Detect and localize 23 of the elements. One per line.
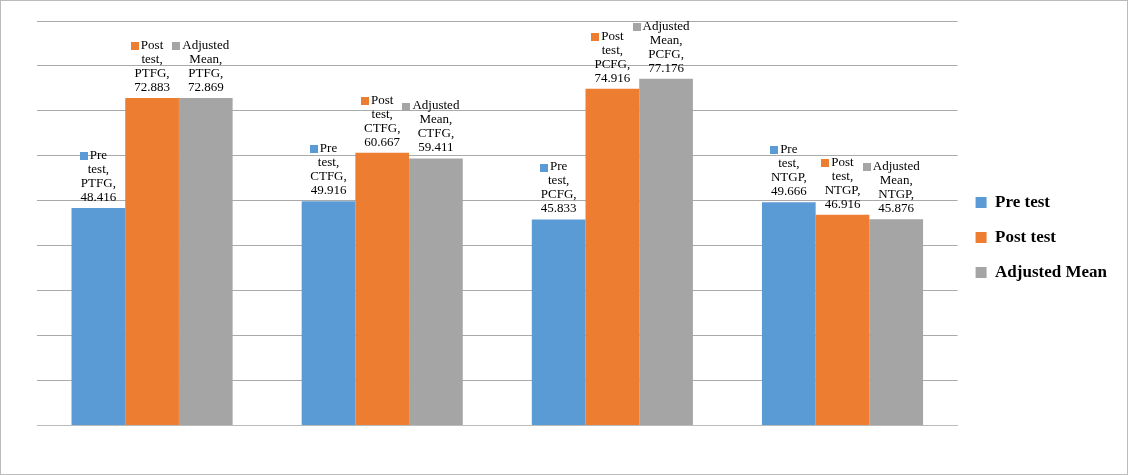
legend-label: Pre test xyxy=(995,191,1051,211)
data-label: Adjusted Mean, PTFG, 72.869 xyxy=(182,36,230,94)
data-label: Post test, NTGP, 46.916 xyxy=(824,153,861,211)
data-label: Pre test, PTFG, 48.416 xyxy=(80,146,117,204)
bar xyxy=(301,201,356,426)
data-label: Adjusted Mean, CTFG, 59.411 xyxy=(412,97,460,155)
bar xyxy=(71,207,126,426)
bar xyxy=(125,97,179,426)
data-label: Pre test, CTFG, 49.916 xyxy=(310,140,347,198)
bar xyxy=(761,202,816,426)
data-label: Post test, PCFG, 74.916 xyxy=(594,27,631,85)
data-label: Adjusted Mean, NTGP, 45.876 xyxy=(872,158,921,216)
bar xyxy=(585,88,640,426)
data-label: Adjusted Mean, PCFG, 77.176 xyxy=(642,17,691,75)
data-label: Pre test, PCFG, 45.833 xyxy=(540,158,577,216)
legend-label: Adjusted Mean xyxy=(995,261,1108,281)
data-label: Pre test, NTGP, 49.666 xyxy=(770,141,808,199)
bar xyxy=(531,219,586,426)
legend-label: Post test xyxy=(995,226,1057,246)
data-label: Post test, CTFG, 60.667 xyxy=(363,91,401,149)
data-label: Post test, PTFG, 72.883 xyxy=(134,36,170,94)
bar xyxy=(355,152,410,426)
bar xyxy=(815,214,870,426)
